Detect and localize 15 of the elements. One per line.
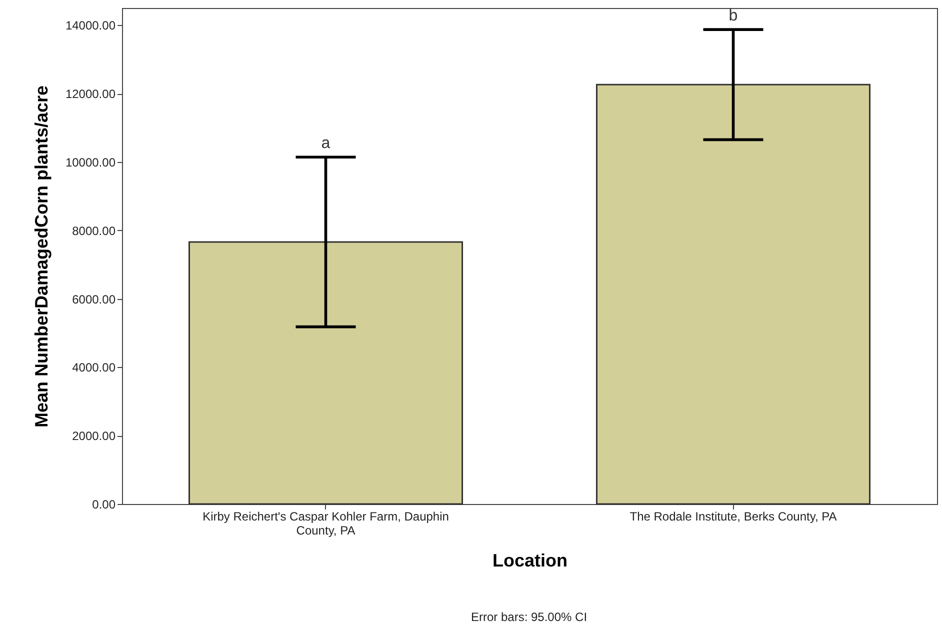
y-tick-label: 8000.00 <box>72 224 116 238</box>
annotation: b <box>728 8 738 25</box>
x-axis-title: Location <box>492 550 568 570</box>
y-tick-label: 10000.00 <box>65 155 116 170</box>
y-tick-label: 0.00 <box>92 498 116 512</box>
x-tick-label: Kirby Reichert's Caspar Kohler Farm, Dauphin County, PA <box>202 510 449 538</box>
y-tick-label: 4000.00 <box>72 360 116 375</box>
x-tick-label: The Rodale Institute, Berks County, PA <box>630 510 837 524</box>
y-tick-label: 12000.00 <box>65 87 116 102</box>
text: Error bars: 95.00% CI <box>470 610 588 624</box>
annotation: a <box>321 135 330 152</box>
y-tick-label: 14000.00 <box>65 18 116 33</box>
y-tick-label: 2000.00 <box>72 429 116 444</box>
y-axis-title: Mean NumberDamagedCorn plants/acre <box>31 85 52 428</box>
y-tick-label: 6000.00 <box>72 292 116 306</box>
